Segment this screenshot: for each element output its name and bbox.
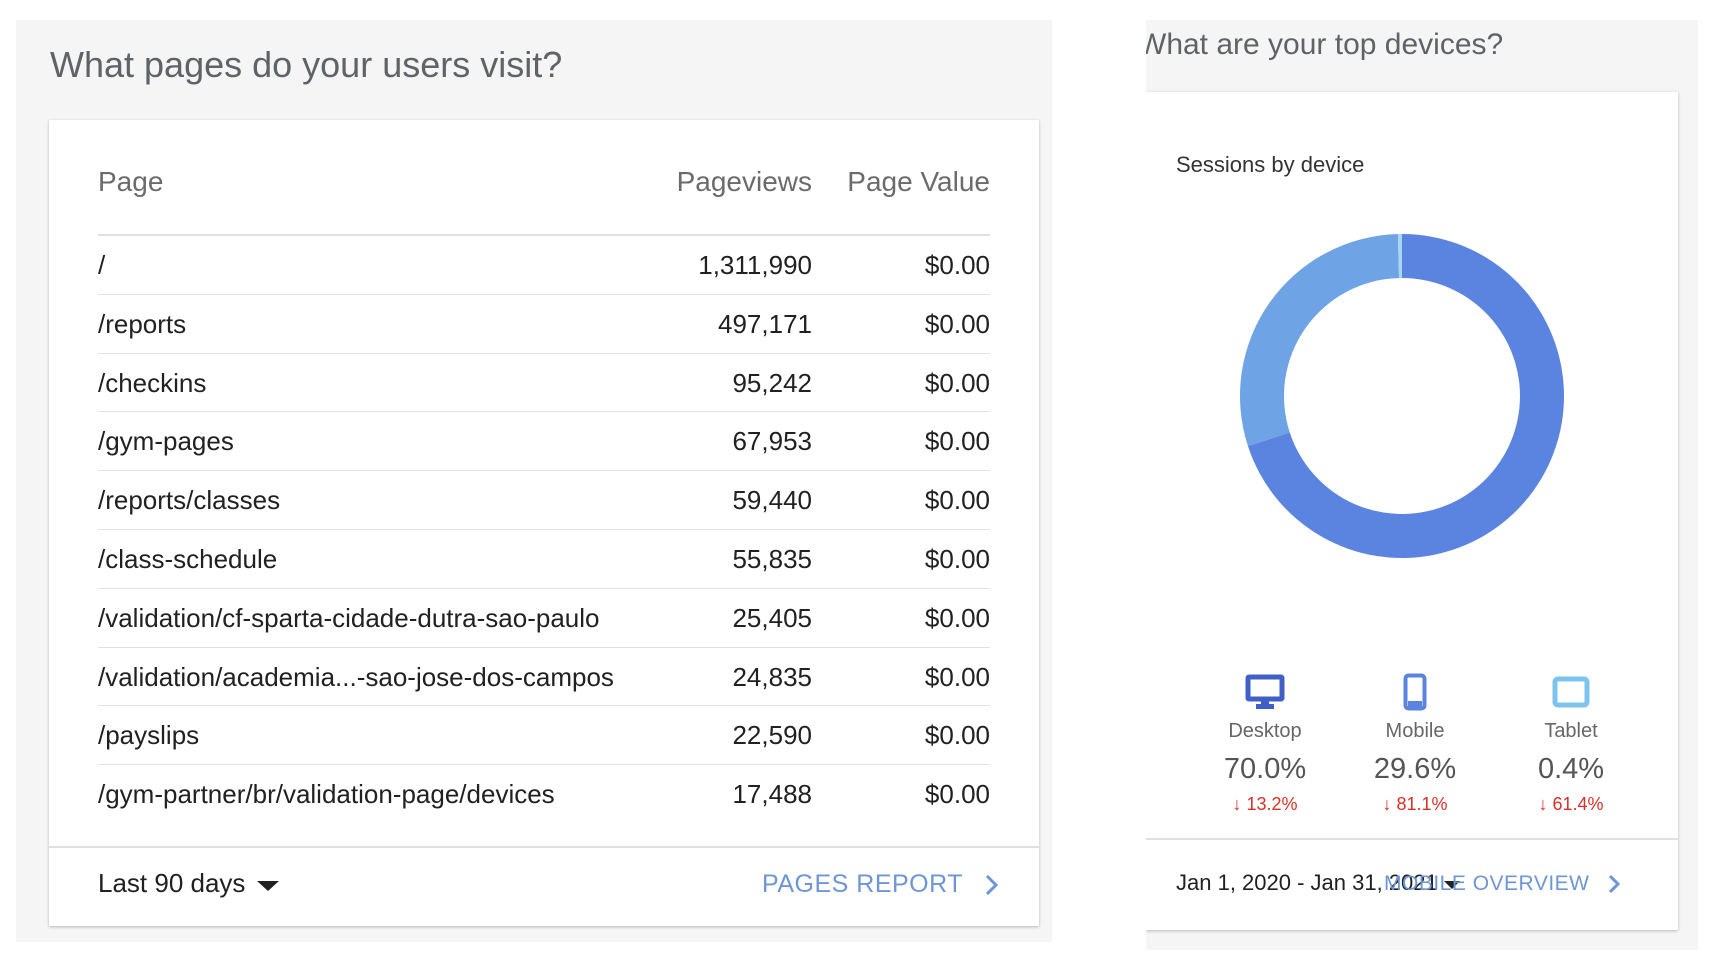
date-range-dropdown[interactable]: Jan 1, 2020 - Jan 31, 2021 xyxy=(1176,870,1460,896)
devices-card-footer: Jan 1, 2020 - Jan 31, 2021 MOBILE OVERVI… xyxy=(1146,838,1678,930)
desktop-icon xyxy=(1245,674,1285,709)
pages-panel: What pages do your users visit? Page Pag… xyxy=(16,20,1052,942)
devices-card: Sessions by device Desktop 70.0% ↓ 13.2%… xyxy=(1146,92,1678,930)
device-desktop: Desktop 70.0% ↓ 13.2% xyxy=(1190,672,1340,815)
table-row: /class-schedule 55,835 $0.00 xyxy=(98,530,990,589)
caret-down-icon xyxy=(1443,881,1460,889)
caret-down-icon xyxy=(257,880,280,891)
page-value: $0.00 xyxy=(924,367,990,398)
page-value: $0.00 xyxy=(924,661,990,692)
pageviews-value: 17,488 xyxy=(732,779,812,810)
device-percent: 70.0% xyxy=(1223,753,1307,785)
pageviews-value: 67,953 xyxy=(732,426,812,457)
sessions-by-device-label: Sessions by device xyxy=(1176,152,1365,177)
page-path[interactable]: /validation/academia...-sao-jose-dos-cam… xyxy=(98,661,614,692)
pages-report-label: PAGES REPORT xyxy=(762,870,963,898)
device-mobile: Mobile 29.6% ↓ 81.1% xyxy=(1340,672,1490,815)
page-path[interactable]: /payslips xyxy=(98,720,200,751)
pages-section-title: What pages do your users visit? xyxy=(50,44,563,85)
page-value: $0.00 xyxy=(924,543,990,574)
table-row: /validation/cf-sparta-cidade-dutra-sao-p… xyxy=(98,589,990,648)
table-row: /gym-pages 67,953 $0.00 xyxy=(98,412,990,472)
device-change-value: 81.1% xyxy=(1396,794,1448,814)
mobile-icon xyxy=(1403,673,1427,711)
page-path[interactable]: /reports xyxy=(98,308,187,339)
device-change: ↓ 13.2% xyxy=(1190,794,1340,815)
pages-table-body: / 1,311,990 $0.00 /reports 497,171 $0.00… xyxy=(98,236,990,823)
pageviews-value: 25,405 xyxy=(732,602,812,633)
pageviews-value: 497,171 xyxy=(718,308,812,339)
page-path[interactable]: /class-schedule xyxy=(98,543,278,574)
pages-card: Page Pageviews Page Value / 1,311,990 $0… xyxy=(49,120,1039,926)
pages-report-link[interactable]: PAGES REPORT xyxy=(762,870,999,899)
date-range-dropdown[interactable]: Last 90 days xyxy=(98,868,280,899)
table-row: /reports/classes 59,440 $0.00 xyxy=(98,471,990,530)
page-path[interactable]: /reports/classes xyxy=(98,485,281,516)
pages-card-footer: Last 90 days PAGES REPORT xyxy=(49,846,1039,926)
device-change: ↓ 81.1% xyxy=(1340,794,1490,815)
date-range-label: Last 90 days xyxy=(98,868,246,898)
device-label: Desktop xyxy=(1228,720,1302,742)
table-row: /checkins 95,242 $0.00 xyxy=(98,354,990,413)
table-row: /payslips 22,590 $0.00 xyxy=(98,706,990,766)
device-percent: 29.6% xyxy=(1373,753,1457,785)
sessions-donut-chart xyxy=(1240,234,1564,558)
table-row: / 1,311,990 $0.00 xyxy=(98,236,990,295)
pageviews-value: 22,590 xyxy=(732,720,812,751)
page-value: $0.00 xyxy=(924,779,990,810)
pageviews-value: 1,311,990 xyxy=(698,250,812,280)
page-value: $0.00 xyxy=(924,602,990,633)
down-arrow-icon: ↓ xyxy=(1538,794,1548,814)
page-path[interactable]: / xyxy=(98,250,106,280)
column-header-page: Page xyxy=(98,166,164,197)
devices-panel: What are your top devices? Sessions by d… xyxy=(1146,20,1698,950)
page-value: $0.00 xyxy=(924,308,990,339)
down-arrow-icon: ↓ xyxy=(1232,794,1242,814)
devices-section-title: What are your top devices? xyxy=(1146,28,1504,61)
date-range-label: Jan 1, 2020 - Jan 31, 2021 xyxy=(1176,870,1438,895)
column-header-pageviews: Pageviews xyxy=(676,166,812,197)
donut-slice-tablet[interactable] xyxy=(1397,234,1402,279)
device-change: ↓ 61.4% xyxy=(1496,794,1646,815)
page-path[interactable]: /gym-partner/br/validation-page/devices xyxy=(98,779,555,810)
device-label: Mobile xyxy=(1385,720,1445,742)
table-header: Page Pageviews Page Value xyxy=(98,120,990,236)
device-change-value: 13.2% xyxy=(1246,794,1298,814)
table-row: /reports 497,171 $0.00 xyxy=(98,295,990,354)
page-path[interactable]: /gym-pages xyxy=(98,426,234,457)
tablet-icon xyxy=(1552,676,1590,708)
mobile-overview-link[interactable]: MOBILE OVERVIEW xyxy=(1384,872,1620,896)
column-header-page-value: Page Value xyxy=(847,166,990,197)
chevron-right-icon xyxy=(1608,874,1620,894)
mobile-overview-label: MOBILE OVERVIEW xyxy=(1384,872,1590,895)
down-arrow-icon: ↓ xyxy=(1382,794,1392,814)
page-path[interactable]: /validation/cf-sparta-cidade-dutra-sao-p… xyxy=(98,602,600,633)
pageviews-value: 95,242 xyxy=(732,367,812,398)
page-value: $0.00 xyxy=(924,720,990,751)
device-tablet: Tablet 0.4% ↓ 61.4% xyxy=(1496,672,1646,815)
page-value: $0.00 xyxy=(924,426,990,457)
donut-slice-mobile[interactable] xyxy=(1240,234,1400,447)
device-percent: 0.4% xyxy=(1537,753,1605,785)
page-path[interactable]: /checkins xyxy=(98,367,207,398)
pageviews-value: 59,440 xyxy=(732,485,812,516)
table-row: /validation/academia...-sao-jose-dos-cam… xyxy=(98,648,990,707)
pageviews-value: 55,835 xyxy=(732,543,812,574)
page-value: $0.00 xyxy=(924,250,990,280)
pageviews-value: 24,835 xyxy=(732,661,812,692)
table-row: /gym-partner/br/validation-page/devices … xyxy=(98,765,990,823)
device-change-value: 61.4% xyxy=(1552,794,1604,814)
device-label: Tablet xyxy=(1544,720,1598,742)
chevron-right-icon xyxy=(985,874,999,895)
page-value: $0.00 xyxy=(924,485,990,516)
